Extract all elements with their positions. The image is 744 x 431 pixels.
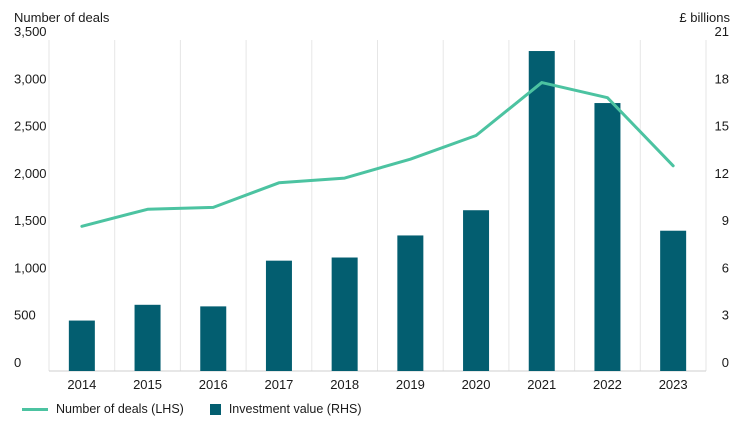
right-tick-label: 12 xyxy=(715,166,729,181)
left-tick-label: 1,000 xyxy=(14,260,47,275)
right-tick-label: 15 xyxy=(715,119,729,134)
bar-2018 xyxy=(331,257,358,371)
legend-label-deals: Number of deals (LHS) xyxy=(56,402,184,416)
x-tick-label: 2023 xyxy=(659,377,688,392)
legend: Number of deals (LHS) Investment value (… xyxy=(22,402,388,416)
x-tick-label: 2022 xyxy=(593,377,622,392)
right-axis-title: £ billions xyxy=(679,10,730,25)
bar-2015 xyxy=(134,304,161,371)
x-tick-label: 2020 xyxy=(462,377,491,392)
bar-2016 xyxy=(200,306,227,371)
x-tick-label: 2018 xyxy=(330,377,359,392)
x-tick-label: 2017 xyxy=(264,377,293,392)
left-axis-title: Number of deals xyxy=(14,10,110,25)
left-tick-label: 2,500 xyxy=(14,119,47,134)
left-tick-label: 1,500 xyxy=(14,213,47,228)
right-tick-label: 18 xyxy=(715,71,729,86)
left-tick-label: 0 xyxy=(14,355,21,370)
left-tick-label: 3,000 xyxy=(14,71,47,86)
bar-2023 xyxy=(660,230,687,371)
left-tick-label: 3,500 xyxy=(14,24,47,39)
left-tick-label: 2,000 xyxy=(14,166,47,181)
right-tick-label: 0 xyxy=(722,355,729,370)
bar-2021 xyxy=(528,51,555,372)
legend-item-investment: Investment value (RHS) xyxy=(209,402,362,416)
deals-line xyxy=(80,81,675,228)
x-tick-label: 2015 xyxy=(133,377,162,392)
right-tick-label: 6 xyxy=(722,260,729,275)
bar-2022 xyxy=(594,103,621,372)
x-tick-label: 2021 xyxy=(527,377,556,392)
bar-2019 xyxy=(397,235,424,371)
x-tick-label: 2014 xyxy=(67,377,96,392)
legend-bar-swatch xyxy=(209,403,221,415)
right-tick-label: 3 xyxy=(722,308,729,323)
bar-2017 xyxy=(265,260,292,371)
legend-line-swatch xyxy=(22,407,48,411)
left-tick-label: 500 xyxy=(14,308,36,323)
legend-item-deals: Number of deals (LHS) xyxy=(22,402,184,416)
bar-2020 xyxy=(463,210,490,371)
x-tick-label: 2019 xyxy=(396,377,425,392)
right-tick-label: 21 xyxy=(715,24,729,39)
legend-label-investment: Investment value (RHS) xyxy=(228,402,362,416)
right-tick-label: 9 xyxy=(722,213,729,228)
x-tick-label: 2016 xyxy=(199,377,228,392)
bar-2014 xyxy=(68,320,95,371)
